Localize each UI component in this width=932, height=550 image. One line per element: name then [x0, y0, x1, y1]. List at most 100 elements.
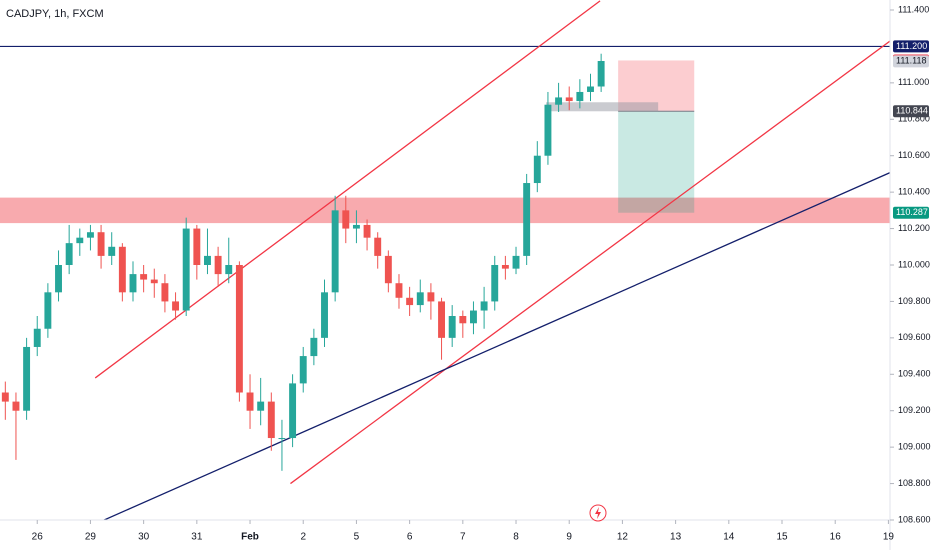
candle-body — [257, 401, 265, 411]
candle-body — [491, 265, 499, 302]
x-tick-label: 8 — [513, 532, 519, 543]
candle-body — [289, 383, 297, 439]
axes: 111.400 111.000 110.800 110.600 110.400 110.2… — [32, 4, 931, 542]
x-tick-label: 14 — [723, 532, 735, 543]
candle-body — [65, 243, 73, 265]
candle-body — [33, 328, 41, 347]
target-zone — [618, 111, 695, 213]
x-tick-label: 7 — [460, 532, 466, 543]
candle-body — [438, 301, 445, 338]
x-tick-label: 30 — [138, 532, 150, 543]
x-tick-label: 13 — [670, 532, 682, 543]
candle-body — [278, 438, 286, 440]
plot-area — [0, 0, 890, 520]
trend-line — [102, 171, 890, 520]
x-tick-label: 12 — [617, 532, 629, 543]
candle-body — [172, 301, 180, 311]
candle-body — [246, 392, 254, 411]
candle-body — [44, 292, 52, 329]
y-tick-label: 109.000 — [898, 442, 931, 452]
candle-body — [140, 274, 148, 280]
candle-body — [501, 265, 509, 269]
y-tick-label: 108.800 — [898, 478, 931, 488]
trend-line — [94, 0, 601, 379]
y-tick-label: 110.200 — [898, 223, 930, 233]
x-tick-label: 2 — [300, 532, 306, 543]
candle-body — [406, 297, 414, 306]
candle-body — [76, 237, 84, 244]
candle-body — [331, 210, 339, 293]
candle-body — [533, 155, 541, 184]
price-label-bg — [893, 40, 929, 53]
y-tick-label: 110.000 — [898, 259, 930, 269]
candle-body — [193, 228, 201, 265]
y-tick-label: 108.600 — [898, 514, 931, 524]
candle-body — [374, 237, 382, 256]
candle-body — [352, 224, 360, 229]
y-tick-label: 111.000 — [898, 77, 929, 87]
trend-line — [290, 40, 890, 485]
x-tick-label: 26 — [32, 532, 44, 543]
candle-body — [480, 301, 488, 311]
candle-body — [204, 255, 211, 265]
x-tick-label: Feb — [241, 532, 259, 543]
price-label-bg — [893, 206, 929, 219]
price-label: 110.844 — [896, 106, 928, 116]
candle-body — [129, 274, 137, 293]
x-tick-label: 5 — [354, 532, 360, 543]
candle-body — [597, 61, 605, 87]
event-bolt — [595, 507, 601, 519]
candle-body — [86, 232, 94, 238]
candle-body — [118, 246, 126, 293]
candle-body — [97, 232, 105, 256]
support-zone — [0, 197, 890, 224]
candle-body — [108, 246, 116, 256]
y-tick-label: 109.800 — [898, 296, 931, 306]
candle-body — [182, 228, 190, 311]
x-tick-label: 15 — [776, 532, 788, 543]
y-tick-label: 110.800 — [898, 114, 930, 124]
candle-body — [363, 224, 371, 238]
y-tick-label: 111.400 — [898, 4, 929, 14]
price-label-bg — [893, 105, 929, 118]
candle-body — [470, 310, 477, 324]
candle-body — [225, 265, 233, 275]
candle-body — [310, 337, 318, 357]
price-label: 111.200 — [896, 41, 927, 51]
x-tick-label: 19 — [883, 532, 895, 543]
y-tick-label: 109.600 — [898, 332, 931, 342]
candle-body — [235, 265, 243, 393]
x-tick-label: 16 — [830, 532, 842, 543]
candle-body — [161, 283, 169, 302]
price-label: 111.118 — [896, 56, 927, 66]
candle-body — [544, 104, 552, 156]
x-tick-label: 31 — [191, 532, 203, 543]
candle-body — [55, 265, 62, 293]
y-tick-label: 109.400 — [898, 369, 931, 379]
candle-body — [459, 316, 467, 324]
price-label-bg — [893, 55, 929, 68]
y-tick-label: 110.600 — [898, 150, 930, 160]
price-label: 110.287 — [896, 207, 928, 217]
candle-body — [512, 255, 520, 269]
candle-body — [587, 86, 594, 92]
candle-body — [23, 346, 31, 411]
candle-body — [448, 316, 456, 338]
x-tick-label: 6 — [407, 532, 413, 543]
candle-body — [150, 279, 158, 284]
candle-body — [299, 356, 307, 384]
candle-body — [565, 97, 573, 102]
y-tick-label: 109.200 — [898, 405, 931, 415]
candle-body — [555, 97, 563, 105]
candle-body — [384, 255, 392, 284]
candle-body — [1, 392, 9, 402]
candle-body — [576, 91, 584, 102]
candle-body — [12, 401, 20, 411]
candle-body — [321, 292, 328, 338]
candle-body — [427, 292, 435, 302]
x-tick-label: 29 — [85, 532, 97, 543]
candle-body — [214, 255, 222, 275]
